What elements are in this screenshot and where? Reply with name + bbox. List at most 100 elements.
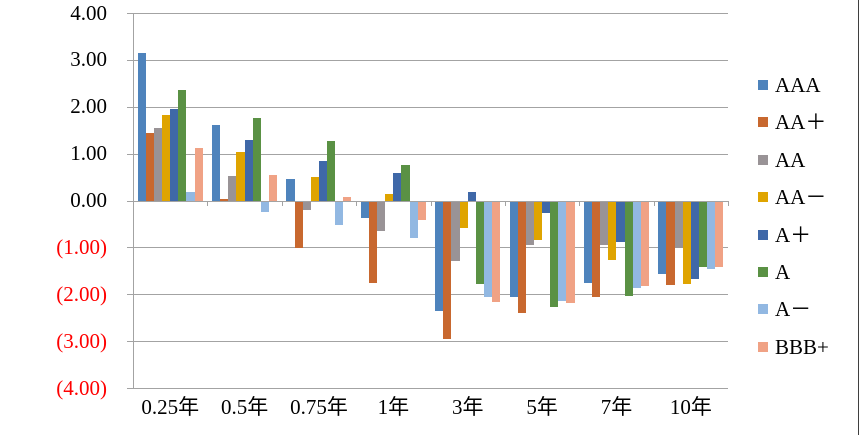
legend-item-AAA: AAA	[758, 73, 821, 97]
bar-BBB+-5年	[566, 201, 575, 303]
bar-BBB+-3年	[492, 201, 501, 303]
legend-item-A－: A－	[758, 297, 811, 321]
bar-A＋-0.5年	[244, 140, 253, 201]
bar-AA－-3年	[459, 201, 468, 229]
bar-A＋-0.75年	[318, 160, 328, 201]
legend-label: A－	[775, 297, 812, 322]
legend-item-AA＋: AA＋	[758, 110, 826, 134]
bar-A－-5年	[558, 201, 567, 301]
bar-AA＋-10年	[666, 201, 675, 286]
x-tick-label: 5年	[526, 395, 558, 419]
bar-BBB+-0.75年	[343, 196, 352, 201]
bar-AAA-7年	[583, 201, 593, 283]
y-axis-tick	[127, 59, 133, 61]
bar-A－-0.75年	[335, 201, 344, 226]
legend-swatch	[758, 341, 768, 352]
legend-label: AA	[775, 147, 806, 172]
gridline	[133, 13, 728, 14]
bar-AA-0.75年	[302, 201, 311, 210]
bar-A-1年	[401, 165, 410, 201]
bar-BBB+-0.5年	[268, 174, 278, 201]
bar-AAA-3年	[435, 201, 444, 311]
x-tick-label: 10年	[669, 395, 712, 419]
y-axis-tick	[127, 106, 133, 108]
y-axis-tick	[127, 294, 133, 296]
y-axis-tick	[127, 247, 133, 249]
y-tick-label: 0.00	[70, 188, 107, 212]
bar-AAA-10年	[658, 201, 667, 274]
bar-A－-7年	[632, 201, 641, 288]
legend-item-BBB+: BBB+	[758, 335, 829, 359]
bar-A-7年	[624, 201, 633, 297]
gridline	[133, 153, 728, 155]
x-tick-label: 3年	[451, 395, 484, 419]
x-axis-tick	[207, 200, 209, 206]
legend-item-A＋: A＋	[758, 223, 811, 247]
y-tick-label: 1.00	[70, 141, 107, 166]
gridline	[133, 341, 728, 343]
legend-swatch	[758, 80, 768, 90]
y-axis-tick	[127, 341, 133, 343]
x-axis-tick	[356, 200, 358, 206]
bar-AA-5年	[525, 201, 534, 246]
gridline	[133, 247, 728, 249]
legend-label: BBB+	[775, 334, 829, 359]
bar-AA＋-5年	[517, 201, 526, 314]
bar-AA＋-7年	[592, 201, 601, 297]
bar-A-0.5年	[252, 117, 261, 201]
y-axis-tick	[127, 153, 133, 155]
bar-BBB+-7年	[640, 201, 649, 287]
x-axis-tick	[653, 200, 655, 206]
y-axis-tick	[127, 200, 133, 202]
bar-AA＋-0.25年	[145, 133, 154, 201]
y-tick-label: 4.00	[70, 0, 107, 25]
x-tick-label: 7年	[600, 395, 633, 419]
bar-AAA-1年	[360, 201, 369, 219]
chart-right-border	[858, 0, 859, 435]
bar-A-10年	[698, 201, 708, 267]
bar-AA＋-1年	[368, 201, 378, 283]
bar-A-0.25年	[178, 90, 187, 201]
bar-AA-0.25年	[153, 128, 163, 201]
legend-label: AA－	[775, 185, 827, 210]
bar-AA－-5年	[533, 201, 543, 241]
legend-swatch	[758, 117, 768, 128]
bar-A－-0.25年	[186, 192, 195, 201]
x-tick-label: 1年	[377, 395, 410, 419]
bar-AAA-0.25年	[137, 52, 146, 201]
bar-A-0.75年	[327, 141, 336, 201]
legend-swatch	[758, 304, 768, 315]
bar-A－-10年	[707, 201, 716, 269]
gridline	[133, 59, 728, 61]
bar-A＋-7年	[616, 201, 625, 242]
bar-AA－-10年	[682, 201, 691, 284]
bar-AA－-0.75年	[310, 177, 319, 201]
x-tick-label: 0.25年	[141, 395, 200, 419]
y-tick-label: 3.00	[70, 47, 107, 72]
x-axis-tick	[430, 200, 432, 206]
x-tick-label: 0.75年	[290, 395, 348, 419]
bar-A－-3年	[483, 201, 493, 298]
bar-AAA-5年	[509, 201, 518, 297]
y-axis-tick	[127, 13, 133, 14]
bar-AA＋-0.75年	[294, 201, 303, 249]
x-axis-tick	[728, 200, 729, 206]
y-tick-label: (1.00)	[56, 234, 107, 259]
legend-label: A	[775, 259, 791, 284]
bar-A＋-3年	[467, 192, 476, 201]
y-tick-label: 2.00	[70, 94, 107, 119]
y-axis-tick	[127, 388, 133, 389]
legend: AAA AA＋ AA AA－ A＋ A A－ BBB+	[758, 0, 858, 435]
x-tick-label: 0.5年	[220, 395, 269, 419]
legend-item-A: A	[758, 260, 790, 284]
bar-AA－-1年	[385, 194, 394, 201]
bar-AA-0.5年	[228, 176, 237, 201]
bar-AA＋-3年	[443, 201, 452, 339]
bar-A＋-0.25年	[170, 108, 179, 201]
legend-swatch	[758, 154, 768, 165]
bar-A－-0.5年	[260, 201, 269, 212]
x-axis-tick	[504, 200, 506, 206]
legend-label: A＋	[775, 222, 812, 247]
y-tick-label: (3.00)	[56, 328, 107, 353]
